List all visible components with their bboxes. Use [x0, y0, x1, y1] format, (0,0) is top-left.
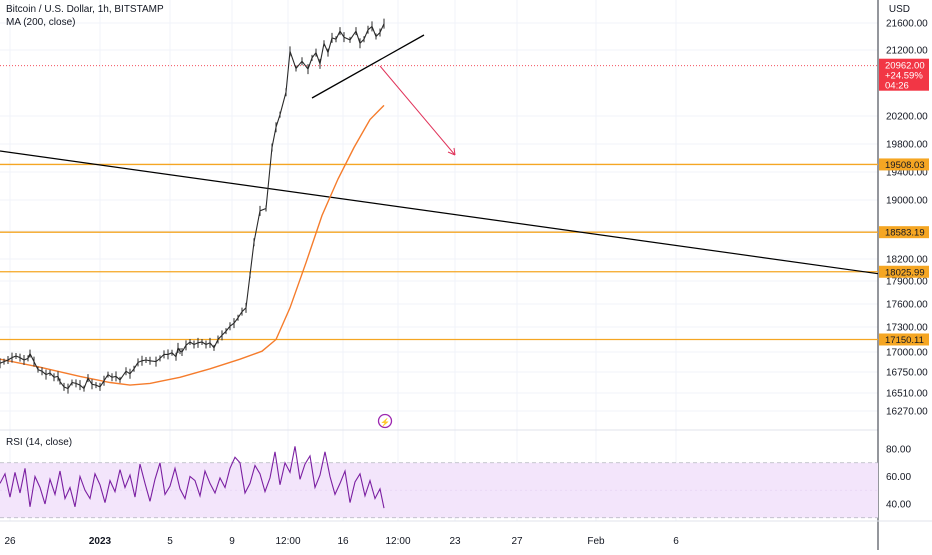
trendline-long[interactable]: [0, 150, 879, 275]
last-price-box[interactable]: [879, 58, 929, 91]
price-tick-label: 16750.00: [886, 368, 928, 379]
rsi-tick-label: 80.00: [886, 445, 911, 456]
price-tick-label: 16510.00: [886, 389, 928, 400]
last-price-countdown: 04:26: [885, 81, 909, 92]
price-tick-label: 17000.00: [886, 348, 928, 359]
level-price-label: 19508.03: [885, 160, 925, 171]
rsi-tick-label: 40.00: [886, 500, 911, 511]
price-tick-label: 18200.00: [886, 255, 928, 266]
price-tick-label: 17600.00: [886, 300, 928, 311]
level-price-label: 17150.11: [885, 335, 924, 346]
time-tick-label: 12:00: [385, 536, 410, 547]
time-tick-label: 5: [167, 536, 173, 547]
event-icon-glyph: ⚡: [380, 417, 390, 427]
level-price-label: 18025.99: [885, 267, 925, 278]
time-tick-label: 12:00: [275, 536, 300, 547]
price-tick-label: 19000.00: [886, 196, 928, 207]
time-tick-label: 16: [337, 536, 349, 547]
forecast-arrow[interactable]: [379, 65, 456, 156]
rsi-indicator-label[interactable]: RSI (14, close): [6, 437, 73, 448]
time-tick-label: 23: [449, 536, 461, 547]
price-tick-label: 20200.00: [886, 112, 928, 123]
price-tick-label: 19400.00: [886, 168, 928, 179]
level-price-box[interactable]: [879, 226, 929, 239]
currency-label: USD: [888, 4, 910, 15]
level-price-box[interactable]: [879, 333, 929, 346]
time-tick-label: 27: [511, 536, 523, 547]
price-tick-label: 17900.00: [886, 277, 928, 288]
rsi-tick-label: 60.00: [886, 472, 911, 483]
time-tick-label: 6: [673, 536, 679, 547]
price-tick-label: 16270.00: [886, 407, 928, 418]
last-price-label: 20962.00: [885, 61, 925, 72]
price-tick-label: 21600.00: [886, 19, 928, 30]
time-tick-label: 26: [4, 536, 16, 547]
ma-line: [0, 104, 385, 386]
last-price-change: +24.59%: [885, 71, 923, 82]
ma-indicator-label[interactable]: MA (200, close): [6, 17, 76, 28]
price-tick-label: 19800.00: [886, 140, 928, 151]
price-tick-label: 17300.00: [886, 323, 928, 334]
level-price-label: 18583.19: [885, 228, 925, 239]
time-tick-label: 2023: [89, 536, 112, 547]
time-tick-label: 9: [229, 536, 235, 547]
trendline-support[interactable]: [311, 34, 425, 99]
symbol-title[interactable]: Bitcoin / U.S. Dollar, 1h, BITSTAMP: [6, 4, 164, 15]
level-price-box[interactable]: [879, 158, 929, 171]
event-icon[interactable]: [377, 413, 393, 429]
forecast-arrow-head: [447, 147, 456, 156]
price-tick-label: 21200.00: [886, 46, 928, 57]
level-price-box[interactable]: [879, 265, 929, 278]
rsi-line: [0, 446, 385, 509]
time-tick-label: Feb: [587, 536, 605, 547]
price-line: [0, 23, 385, 390]
